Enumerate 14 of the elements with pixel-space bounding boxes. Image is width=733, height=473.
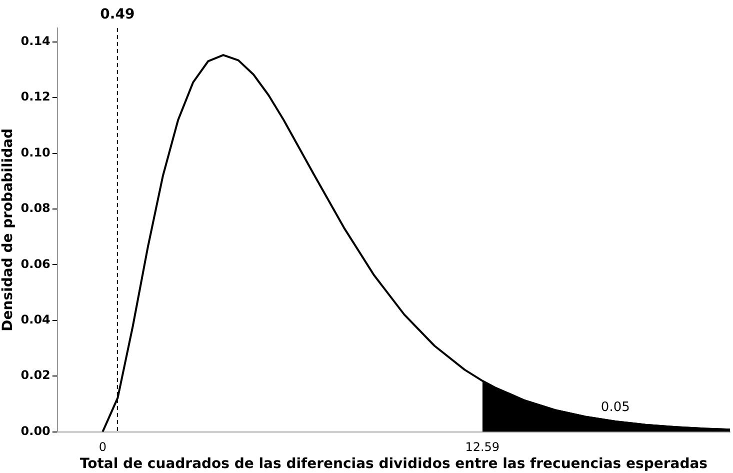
x-tick-label: 12.59 xyxy=(465,440,500,454)
y-tick-label: 0.02 xyxy=(20,368,50,382)
y-tick-label: 0.12 xyxy=(20,90,50,104)
y-tick-label: 0.08 xyxy=(20,201,50,216)
y-axis-title: Densidad de probabilidad xyxy=(0,128,16,332)
x-axis-title: Total de cuadrados de las diferencias divididos entre las frecuencias esperadas xyxy=(80,456,708,472)
y-tick-label: 0.00 xyxy=(20,424,50,438)
y-tick-label: 0.04 xyxy=(20,312,50,327)
ref-line-label: 0.49 xyxy=(100,6,135,23)
x-tick-label: 0 xyxy=(98,440,106,454)
y-tick-label: 0.06 xyxy=(20,256,50,271)
y-tick-label: 0.10 xyxy=(20,145,50,160)
y-tick-label: 0.14 xyxy=(20,34,50,48)
annotation: 0.05 xyxy=(600,400,630,415)
